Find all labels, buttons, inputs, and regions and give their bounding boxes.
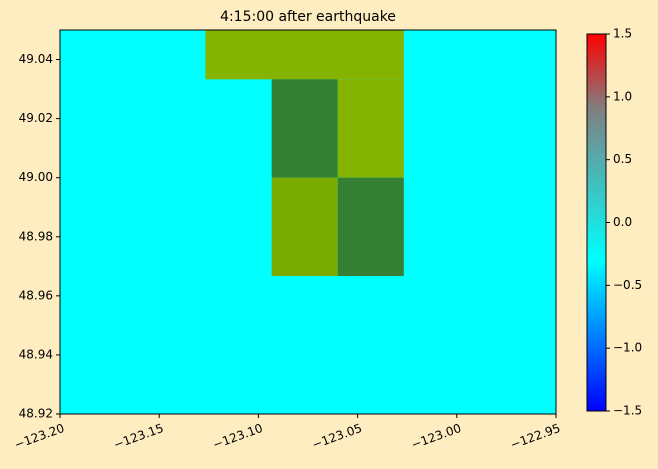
cell <box>271 177 338 277</box>
x-tick-label: −123.20 <box>13 421 67 452</box>
y-tick-label: 49.04 <box>19 52 53 66</box>
x-tick-label: −122.95 <box>509 421 563 452</box>
x-tick-label: −123.05 <box>310 421 364 452</box>
y-tick-label: 48.96 <box>19 288 53 302</box>
colorbar-tick-label: 1.0 <box>613 89 632 103</box>
chart-title: 4:15:00 after earthquake <box>220 9 396 25</box>
cell <box>337 79 404 178</box>
colorbar-tick-label: −0.5 <box>613 278 642 292</box>
x-tick-label: −123.00 <box>409 421 463 452</box>
x-tick-label: −123.15 <box>112 421 166 452</box>
y-tick-label: 49.02 <box>19 111 53 125</box>
colorbar <box>586 33 607 412</box>
cell <box>271 79 338 178</box>
cell <box>205 30 404 80</box>
colorbar-tick-label: 0.5 <box>613 152 632 166</box>
y-tick-label: 48.94 <box>19 347 53 361</box>
colorbar-tick-label: 1.5 <box>613 27 632 41</box>
colorbar-tick-label: 0.0 <box>613 215 632 229</box>
cell <box>337 177 404 277</box>
y-tick-label: 48.92 <box>19 407 53 421</box>
x-tick-label: −123.10 <box>211 421 265 452</box>
plot-frame <box>59 29 557 415</box>
colorbar-tick-label: −1.5 <box>613 404 642 418</box>
colorbar-tick-label: −1.0 <box>613 341 642 355</box>
y-tick-label: 49.00 <box>19 170 53 184</box>
y-tick-label: 48.98 <box>19 229 53 243</box>
